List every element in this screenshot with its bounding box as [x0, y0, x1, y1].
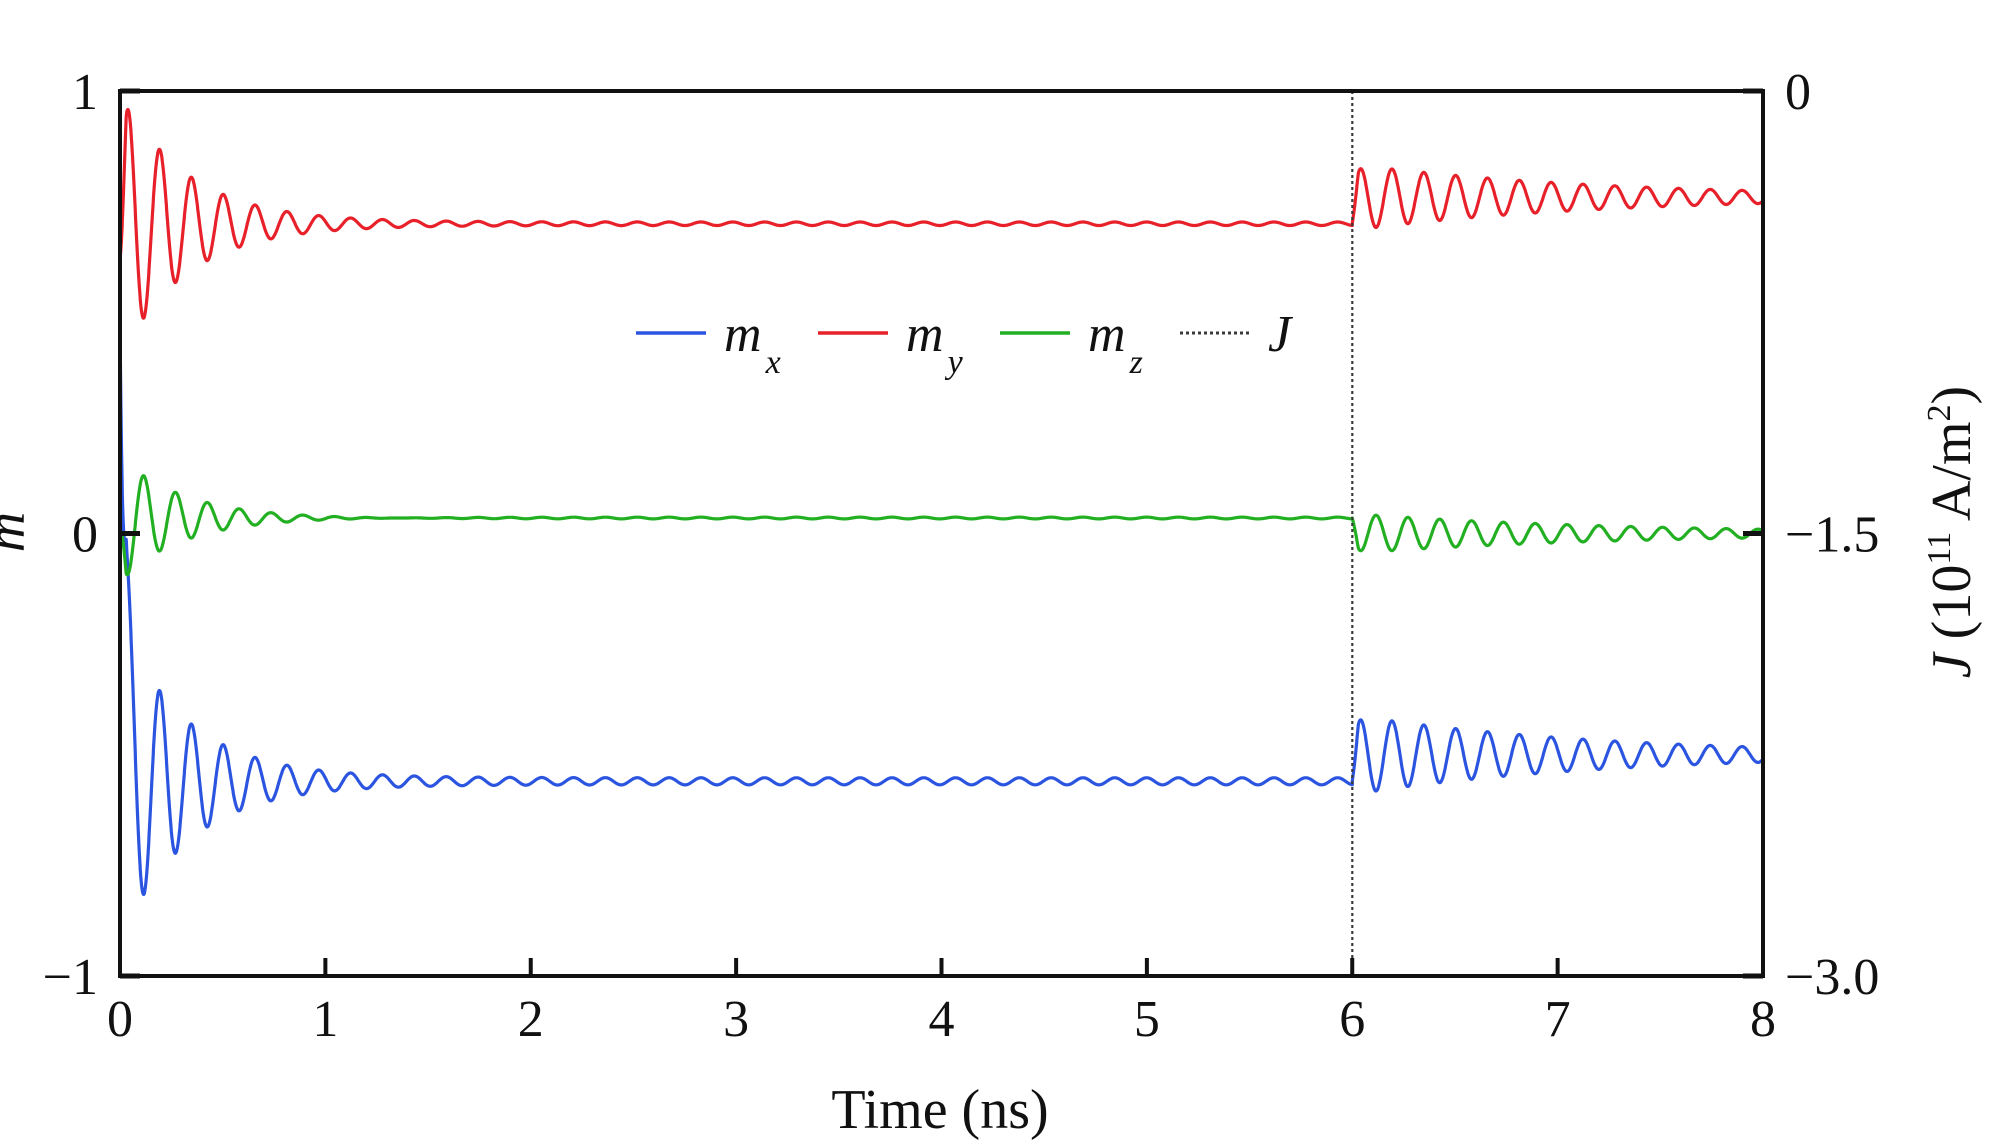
x-tick-label-8: 8 — [1750, 991, 1776, 1048]
y-left-tick-label-2: −1 — [43, 949, 98, 1006]
y-right-tick-label-2: −3.0 — [1785, 949, 1879, 1006]
y-right-tick-label-0: 0 — [1785, 64, 1811, 121]
x-tick-label-1: 1 — [312, 991, 338, 1048]
right-axis-unit: A/m — [1921, 421, 1983, 531]
x-tick-label-3: 3 — [723, 991, 749, 1048]
y-left-tick-label-0: 1 — [72, 64, 98, 121]
axes: 0 1 2 3 4 5 6 7 810−10−1.5−3.0 — [43, 64, 1880, 1048]
x-tick-label-6: 6 — [1339, 991, 1365, 1048]
right-axis-symbol: J — [1921, 650, 1983, 678]
plot-frame — [118, 89, 1765, 978]
legend-label-j: J — [1268, 306, 1294, 363]
right-axis-unit-exponent: 2 — [1921, 404, 1958, 421]
left-axis-title: m — [0, 512, 37, 552]
right-axis-exponent: 11 — [1921, 532, 1958, 565]
series-mx-line — [118, 321, 1765, 896]
x-tick-label-2: 2 — [518, 991, 544, 1048]
x-tick-label-5: 5 — [1134, 991, 1160, 1048]
series-mz-line — [118, 474, 1765, 577]
x-axis-title: Time (ns) — [831, 1079, 1048, 1141]
x-tick-label-0: 0 — [107, 991, 133, 1048]
series-my-line — [118, 107, 1765, 320]
plot-area — [118, 91, 1765, 976]
y-right-tick-label-1: −1.5 — [1785, 507, 1879, 564]
y-left-tick-label-1: 0 — [72, 507, 98, 564]
right-axis-title: J (1011 A/m2) — [1921, 386, 1983, 678]
x-tick-label-7: 7 — [1545, 991, 1571, 1048]
right-axis-suffix: ) — [1921, 386, 1983, 405]
right-axis-prefix: (10 — [1921, 565, 1983, 654]
x-tick-label-4: 4 — [929, 991, 955, 1048]
